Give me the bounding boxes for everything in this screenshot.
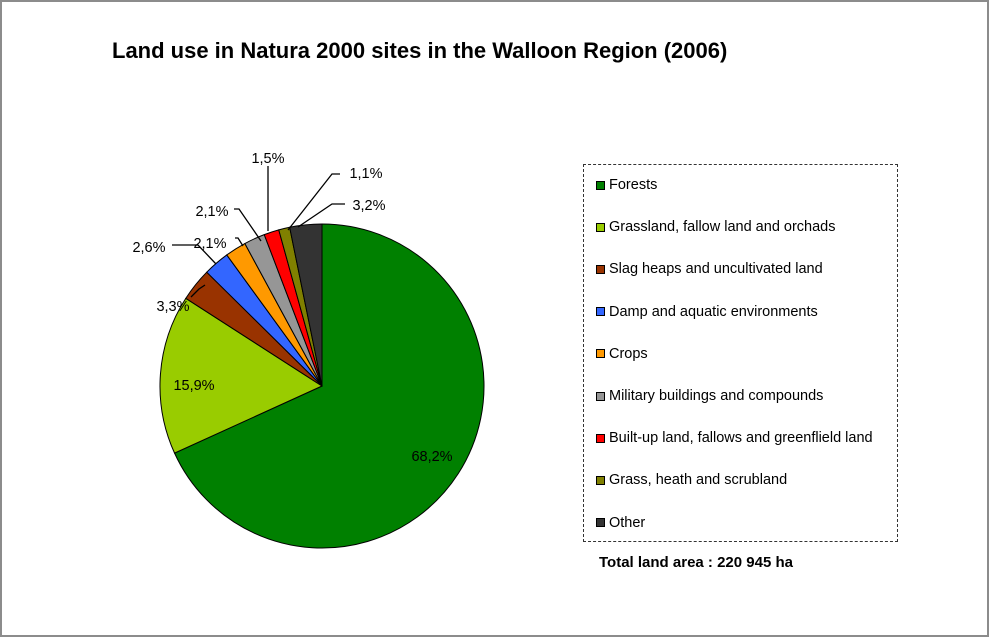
legend-label: Forests bbox=[609, 177, 658, 193]
legend-item: Grass, heath and scrubland bbox=[596, 472, 787, 488]
leader-line bbox=[190, 284, 206, 298]
legend-item: Damp and aquatic environments bbox=[596, 304, 818, 320]
legend-label: Military buildings and compounds bbox=[609, 388, 824, 404]
data-label: 3,3% bbox=[156, 299, 189, 315]
legend-item: Slag heaps and uncultivated land bbox=[596, 261, 823, 277]
chart-title: Land use in Natura 2000 sites in the Wal… bbox=[112, 38, 728, 63]
legend-label: Grass, heath and scrubland bbox=[609, 472, 788, 489]
data-label: 2,6% bbox=[132, 240, 165, 256]
leader-line bbox=[235, 237, 244, 247]
data-label: 2,1% bbox=[195, 204, 228, 220]
legend-swatch bbox=[596, 475, 605, 485]
data-label: 1,1% bbox=[349, 166, 382, 182]
legend-item: Built-up land, fallows and greenflield l… bbox=[596, 430, 873, 446]
total-land-area-note: Total land area : 220 945 ha bbox=[599, 554, 793, 571]
legend-swatch bbox=[596, 307, 605, 317]
legend-swatch bbox=[596, 391, 605, 401]
legend-item: Forests bbox=[596, 177, 657, 193]
legend-label: Grassland, fallow land and orchads bbox=[609, 219, 836, 236]
legend-swatch bbox=[596, 180, 605, 190]
legend-label: Crops bbox=[609, 345, 648, 362]
legend-item: Grassland, fallow land and orchads bbox=[596, 219, 836, 235]
leader-line bbox=[234, 208, 262, 242]
legend: Forests Grassland, fallow land and orchad… bbox=[583, 164, 898, 542]
legend-item: Military buildings and compounds bbox=[596, 388, 823, 404]
legend-swatch bbox=[596, 433, 605, 443]
data-label: 1,5% bbox=[251, 151, 284, 167]
leader-line bbox=[172, 244, 217, 265]
legend-label: Built-up land, fallows and greenflield l… bbox=[609, 430, 873, 447]
leader-line bbox=[297, 203, 345, 228]
legend-label: Other bbox=[609, 514, 646, 531]
data-label: 2,1% bbox=[193, 236, 226, 252]
legend-swatch bbox=[596, 264, 605, 274]
pie-slice-forests bbox=[173, 223, 485, 549]
legend-label: Slag heaps and uncultivated land bbox=[609, 261, 823, 278]
data-label: 3,2% bbox=[352, 198, 385, 214]
data-label: 15,9% bbox=[173, 378, 214, 394]
legend-swatch bbox=[596, 349, 605, 359]
legend-swatch bbox=[596, 222, 605, 232]
data-label: 68,2% bbox=[411, 449, 452, 465]
legend-item: Other bbox=[596, 515, 645, 531]
legend-item: Crops bbox=[596, 346, 648, 362]
pie-slice-grassland-fallow-land-and-orchads bbox=[159, 297, 324, 454]
legend-label: Damp and aquatic environments bbox=[609, 303, 818, 320]
leader-line bbox=[287, 173, 340, 231]
legend-swatch bbox=[596, 518, 605, 528]
